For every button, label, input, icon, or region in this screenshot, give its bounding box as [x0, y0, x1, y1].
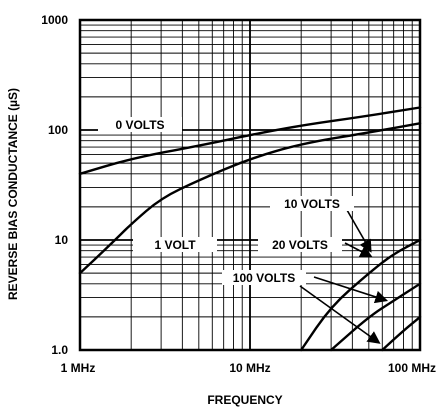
label-1-volt: 1 VOLT — [154, 238, 196, 252]
leader-arrow — [344, 242, 373, 258]
y-tick-label: 100 — [48, 123, 68, 137]
x-tick-label: 1 MHz — [61, 361, 96, 375]
plot-frame — [78, 18, 422, 352]
leader-arrow — [299, 285, 381, 344]
label-bg — [133, 237, 217, 252]
leader-arrow — [346, 209, 372, 253]
x-tick-label: 10 MHz — [229, 361, 270, 375]
label-20-volts: 20 VOLTS — [272, 238, 328, 252]
y-axis-title: REVERSE BIAS CONDUCTANCE (µS) — [6, 88, 20, 300]
curve-20-volts — [329, 282, 422, 352]
x-tick-label: 100 MHz — [388, 361, 436, 375]
curve-0-volts — [78, 106, 422, 175]
y-tick-label: 1.0 — [51, 343, 68, 357]
label-10-volts: 10 VOLTS — [284, 197, 340, 211]
curves — [78, 106, 422, 352]
label-0-volts: 0 VOLTS — [115, 118, 164, 132]
grid — [79, 19, 421, 351]
leader-arrow — [313, 276, 389, 304]
curve-10-volts — [300, 238, 422, 352]
curve-1-volt — [78, 122, 422, 275]
label-bg — [258, 237, 342, 252]
curve-labels: 0 VOLTS 1 VOLT 10 VOLTS 20 VOLTS 100 VOLTS — [98, 117, 354, 285]
label-bg — [270, 196, 354, 211]
label-100-volts: 100 VOLTS — [233, 271, 295, 285]
label-bg — [98, 117, 182, 132]
label-leaders — [299, 209, 389, 344]
label-bg — [222, 270, 306, 285]
y-tick-label: 1000 — [41, 13, 68, 27]
y-tick-label: 10 — [55, 233, 69, 247]
tick-labels: 1 MHz 10 MHz 100 MHz 1.0 10 100 1000 — [41, 13, 436, 375]
x-axis-title: FREQUENCY — [207, 393, 282, 407]
curve-100-volts — [381, 315, 422, 352]
